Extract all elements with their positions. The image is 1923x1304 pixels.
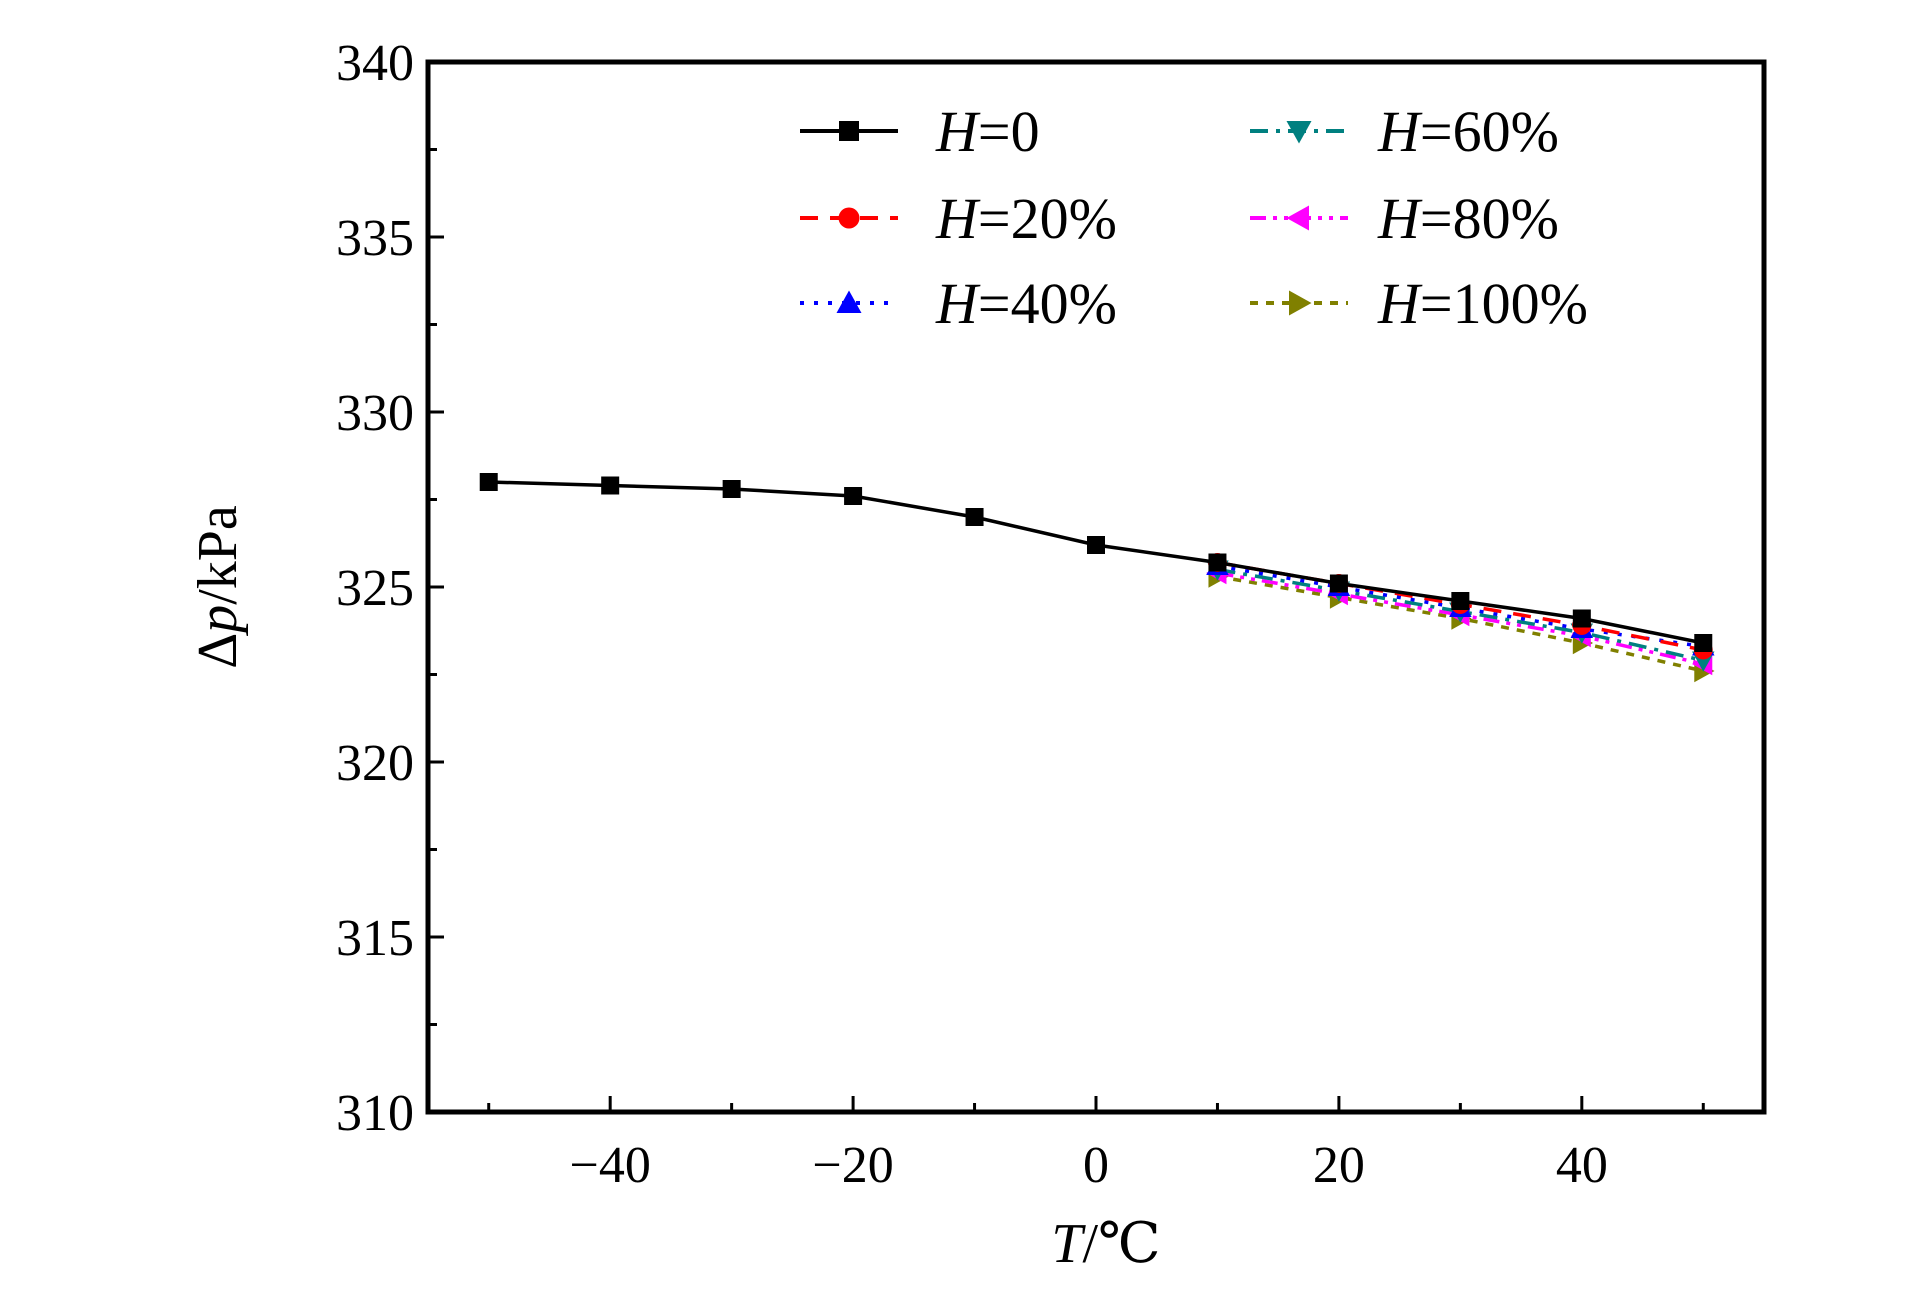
data-point: [965, 508, 984, 526]
legend-swatch-marker: [839, 121, 859, 141]
legend-label: H=80%: [1377, 186, 1559, 251]
legend-label: H=100%: [1377, 271, 1588, 336]
legend-swatch-marker: [1286, 205, 1309, 231]
legend-label: H=40%: [935, 271, 1117, 336]
legend-label: H=0: [935, 99, 1040, 164]
y-tick-label: 315: [336, 910, 414, 967]
legend-entry-2: H=20%: [800, 186, 1117, 251]
plot-frame: [425, 59, 1767, 1115]
y-axis-title: Δp/kPa: [187, 505, 249, 669]
data-point: [1208, 553, 1227, 572]
x-tick-label: 20: [1313, 1137, 1365, 1194]
legend-entry-6: H=100%: [1250, 271, 1588, 336]
x-tick-label: −20: [812, 1137, 893, 1194]
legend-swatch-marker: [1289, 290, 1312, 316]
series-6: [1208, 565, 1715, 683]
legend-label: H=60%: [1377, 99, 1559, 164]
data-point: [722, 480, 741, 498]
plot-series: [479, 473, 1715, 683]
legend: H=0 H=20% H=40% H=60% H=80% H=100%: [800, 99, 1588, 336]
legend-entry-3: H=40%: [800, 271, 1117, 336]
y-tick-label: 330: [336, 385, 414, 442]
legend-swatch-marker: [836, 290, 862, 313]
legend-swatch-marker: [1286, 121, 1312, 144]
legend-entry-1: H=0: [800, 99, 1040, 164]
axis-ticks: −40 −20 0 20 40 310 315 320 325 330 335 340: [336, 35, 1705, 1194]
data-point: [1572, 609, 1591, 628]
y-tick-label: 320: [336, 735, 414, 792]
x-tick-label: 0: [1083, 1137, 1109, 1194]
legend-entry-5: H=80%: [1250, 186, 1559, 251]
data-point: [1451, 592, 1470, 610]
legend-entry-4: H=60%: [1250, 99, 1559, 164]
x-tick-label: 40: [1556, 1137, 1608, 1194]
data-point: [844, 487, 863, 505]
x-axis-title: T/℃: [1051, 1213, 1160, 1275]
data-point: [1329, 574, 1348, 593]
legend-swatch-marker: [838, 207, 860, 229]
data-point: [479, 473, 498, 491]
x-tick-label: −40: [570, 1137, 651, 1194]
y-tick-label: 335: [336, 210, 414, 267]
series-line: [1217, 571, 1704, 666]
y-tick-label: 325: [336, 560, 414, 617]
y-tick-label: 340: [336, 35, 414, 92]
data-point: [1087, 536, 1105, 554]
data-point: [1694, 634, 1713, 652]
legend-label: H=20%: [935, 186, 1117, 251]
data-point: [601, 476, 620, 495]
series-1: [479, 473, 1713, 652]
series-line: [1217, 567, 1704, 663]
y-tick-label: 310: [336, 1085, 414, 1142]
